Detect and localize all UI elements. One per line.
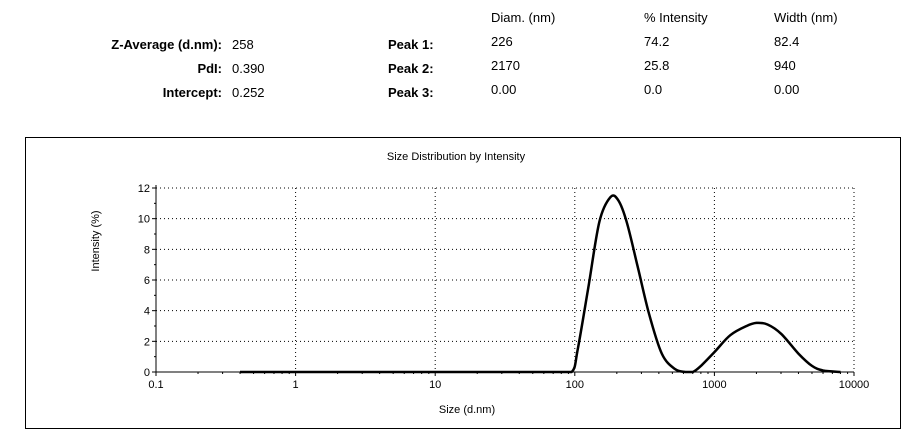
- peak-3-label: Peak 3:: [388, 85, 434, 100]
- y-axis-label: Intensity (%): [90, 210, 102, 271]
- x-tick-label: 0.1: [148, 379, 163, 391]
- peak-3-diameter: 0.00: [491, 82, 516, 97]
- y-tick-label: 12: [138, 183, 150, 195]
- chart-panel: Size Distribution by Intensity 0 2 4 6 8 10 12…: [25, 137, 901, 429]
- y-tick-label: 8: [144, 244, 150, 256]
- header-diameter: Diam. (nm): [491, 10, 555, 25]
- y-tick-label: 6: [144, 275, 150, 287]
- peak-2-intensity: 25.8: [644, 58, 669, 73]
- size-distribution-chart: Size Distribution by Intensity 0 2 4 6 8 10 12…: [26, 138, 900, 428]
- y-tick-label: 0: [144, 367, 150, 379]
- header-intensity: % Intensity: [644, 10, 708, 25]
- x-tick-label: 10: [429, 379, 441, 391]
- peak-2-width: 940: [774, 58, 796, 73]
- header-width: Width (nm): [774, 10, 838, 25]
- peak-3-width: 0.00: [774, 82, 799, 97]
- intercept-value: 0.252: [232, 85, 265, 100]
- peak-2-diameter: 2170: [491, 58, 520, 73]
- peak-2-label: Peak 2:: [388, 61, 434, 76]
- pdi-label: PdI:: [20, 61, 222, 76]
- z-average-label: Z-Average (d.nm):: [20, 37, 222, 52]
- peak-1-diameter: 226: [491, 34, 513, 49]
- pdi-value: 0.390: [232, 61, 265, 76]
- peak-1-label: Peak 1:: [388, 37, 434, 52]
- y-tick-label: 10: [138, 214, 150, 226]
- peak-1-width: 82.4: [774, 34, 799, 49]
- axes: 0 2 4 6 8 10 12 0.1 1 10 100 1000 10000: [138, 183, 870, 391]
- intercept-label: Intercept:: [20, 85, 222, 100]
- chart-title: Size Distribution by Intensity: [387, 151, 526, 163]
- x-axis-label: Size (d.nm): [439, 404, 495, 416]
- x-tick-label: 100: [566, 379, 584, 391]
- x-tick-label: 1: [293, 379, 299, 391]
- x-tick-label: 10000: [839, 379, 870, 391]
- series-line-intensity: [240, 195, 841, 372]
- x-tick-label: 1000: [702, 379, 726, 391]
- y-tick-label: 4: [144, 306, 150, 318]
- grid: [156, 188, 854, 372]
- z-average-value: 258: [232, 37, 254, 52]
- peak-3-intensity: 0.0: [644, 82, 662, 97]
- peak-1-intensity: 74.2: [644, 34, 669, 49]
- series-layer: [240, 195, 841, 372]
- y-tick-label: 2: [144, 336, 150, 348]
- results-summary: Diam. (nm) % Intensity Width (nm) Z-Aver…: [0, 0, 901, 130]
